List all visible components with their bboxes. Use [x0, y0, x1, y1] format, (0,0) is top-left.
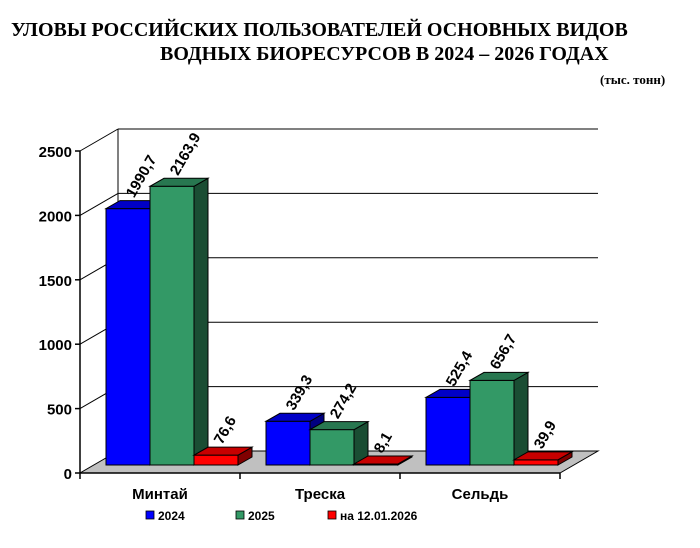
category-label: Треска: [295, 486, 346, 503]
bar-front: [149, 185, 195, 466]
axes: 0 500 1000 1500 2000 2500 Минтай Треска Сельдь: [39, 144, 561, 503]
legend-swatch: [327, 510, 337, 520]
y-tick-label: 0: [64, 466, 72, 483]
bar-front: [513, 459, 559, 466]
legend-item: на 12.01.2026: [327, 509, 418, 523]
bar: [512, 450, 574, 466]
gridline-side: [79, 128, 119, 152]
legend: 2024 2025 на 12.01.2026: [145, 509, 418, 523]
bar-top: [148, 177, 210, 187]
bar-top: [468, 371, 530, 381]
data-label: 2163,9: [167, 130, 205, 178]
y-tick-label: 2000: [39, 208, 72, 225]
data-label: 39,9: [531, 418, 560, 452]
bars: [104, 177, 574, 466]
bar-side: [193, 177, 209, 466]
chart-title-line2: ВОДНЫХ БИОРЕСУРСОВ В 2024 – 2026 ГОДАХ: [160, 43, 609, 65]
y-tick-label: 1000: [39, 337, 72, 354]
bar-front: [309, 429, 355, 466]
data-label: 339,3: [283, 372, 316, 413]
bar-front: [193, 454, 239, 466]
data-label: 656,7: [487, 331, 520, 372]
data-label: 76,6: [211, 413, 240, 447]
legend-label: 2025: [248, 509, 275, 523]
category-label: Минтай: [132, 486, 188, 503]
bar-top: [308, 421, 370, 431]
bar-top: [264, 412, 326, 422]
bar-top: [352, 455, 414, 465]
legend-label: на 12.01.2026: [340, 509, 418, 523]
gridline-side: [79, 192, 119, 216]
bar-top: [512, 451, 574, 461]
bar-front: [469, 379, 515, 466]
legend-swatch: [145, 510, 155, 520]
y-tick-label: 1500: [39, 273, 72, 290]
bar: [352, 455, 414, 466]
legend-swatch: [235, 510, 245, 520]
bar-front: [265, 420, 311, 466]
bar: [468, 371, 530, 466]
y-tick-label: 2500: [39, 144, 72, 161]
bar-top: [192, 446, 254, 456]
bar-side: [513, 371, 529, 466]
legend-item: 2025: [235, 509, 275, 523]
bar-front: [425, 396, 471, 466]
bar: [308, 420, 370, 466]
legend-item: 2024: [145, 509, 185, 523]
bar-front: [105, 208, 151, 466]
bar: [148, 177, 210, 466]
bar: [192, 446, 254, 466]
category-label: Сельдь: [452, 486, 509, 503]
y-tick-label: 500: [47, 402, 72, 419]
unit-label: (тыс. тонн): [600, 72, 666, 87]
legend-label: 2024: [158, 509, 185, 523]
chart-title-line1: УЛОВЫ РОССИЙСКИХ ПОЛЬЗОВАТЕЛЕЙ ОСНОВНЫХ …: [11, 19, 628, 41]
